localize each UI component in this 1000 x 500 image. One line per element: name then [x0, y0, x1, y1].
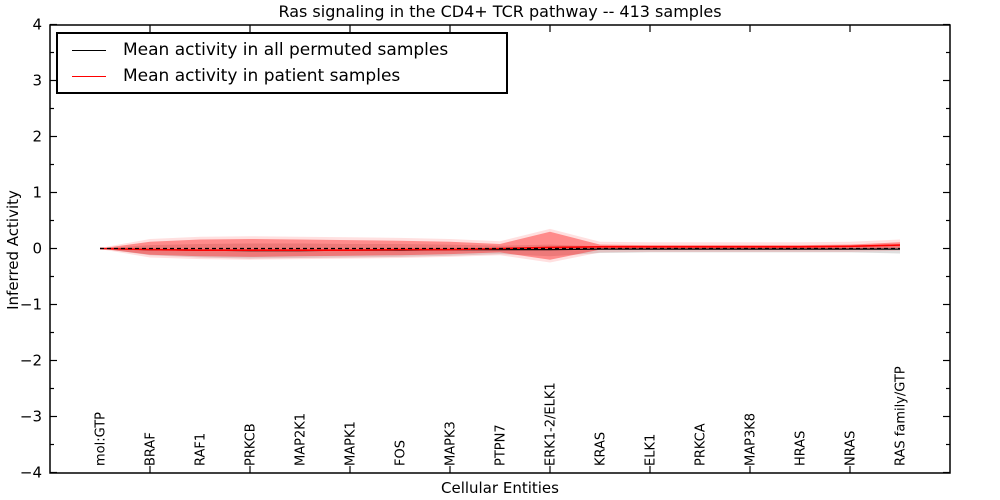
confidence-bands	[100, 228, 900, 263]
legend-entry-permuted: Mean activity in all permuted samples	[58, 40, 506, 60]
y-tick-label: −1	[20, 296, 42, 314]
x-category-labels: mol:GTP BRAF RAF1 PRKCB MAP2K1 MAPK1 FOS MAPK3 P…	[94, 366, 909, 466]
x-category-label: PTPN7	[494, 424, 509, 466]
axes-frame	[49, 24, 951, 474]
legend-label-patient: Mean activity in patient samples	[123, 66, 401, 86]
y-tick-labels: −4 −3 −2 −1 0 1 2 3 4	[20, 16, 42, 482]
patient-band	[100, 231, 900, 260]
x-category-label: PRKCB	[244, 423, 259, 466]
x-category-label: MAPK3	[444, 421, 459, 466]
patient-band-glow	[100, 228, 900, 263]
permuted-line-swatch	[72, 49, 106, 51]
x-category-label: HRAS	[794, 431, 809, 466]
legend: Mean activity in all permuted samples Me…	[56, 32, 508, 94]
y-tick-label: −4	[20, 464, 42, 482]
x-category-label: NRAS	[844, 431, 859, 466]
x-category-label: FOS	[394, 440, 409, 466]
y-tick-label: −3	[20, 408, 42, 426]
y-tick-label: 2	[32, 128, 42, 146]
y-tick-label: −2	[20, 352, 42, 370]
y-tick-label: 1	[32, 184, 42, 202]
chart-title: Ras signaling in the CD4+ TCR pathway --…	[278, 2, 722, 21]
y-axis-label: Inferred Activity	[4, 190, 22, 310]
legend-label-permuted: Mean activity in all permuted samples	[123, 40, 449, 60]
legend-entry-patient: Mean activity in patient samples	[58, 66, 506, 86]
x-category-label: mol:GTP	[94, 412, 109, 466]
x-category-label: MAP2K1	[294, 413, 309, 466]
x-category-label: BRAF	[144, 432, 159, 466]
x-category-label: ERK1-2/ELK1	[544, 382, 559, 466]
x-axis-label: Cellular Entities	[441, 479, 559, 497]
x-category-label: RAF1	[194, 433, 209, 466]
x-category-label: PRKCA	[694, 423, 709, 466]
x-category-label: MAPK1	[344, 421, 359, 466]
x-category-label: RAS family/GTP	[894, 366, 909, 466]
x-category-label: KRAS	[594, 432, 609, 466]
x-category-label: ELK1	[644, 434, 659, 466]
y-tick-label: 3	[32, 72, 42, 90]
series-lines	[99, 244, 901, 252]
x-category-label: MAP3K8	[744, 413, 759, 466]
patient-line-swatch	[72, 75, 106, 77]
y-tick-label: 4	[32, 16, 42, 34]
y-tick-label: 0	[32, 240, 42, 258]
